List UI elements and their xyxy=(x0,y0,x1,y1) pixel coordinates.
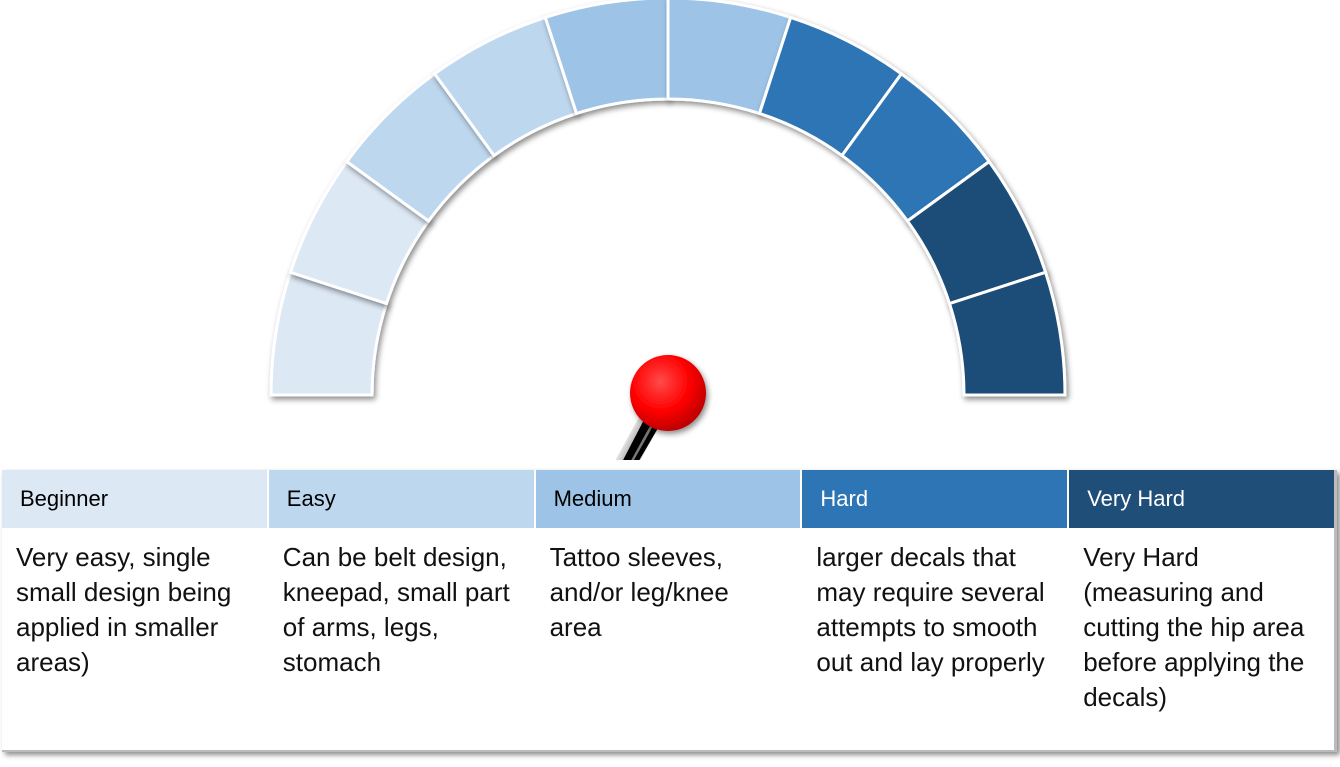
level-description: Tattoo sleeves, and/or leg/knee area xyxy=(549,542,729,642)
level-description: Very Hard (measuring and cutting the hip… xyxy=(1083,542,1305,712)
level-header: Easy xyxy=(268,470,534,528)
level-header: Hard xyxy=(802,470,1068,528)
level-hard: Hard larger decals that may require seve… xyxy=(802,470,1070,750)
level-description: Can be belt design, kneepad, small part … xyxy=(282,542,510,677)
level-very-hard: Very Hard Very Hard (measuring and cutti… xyxy=(1069,470,1334,750)
gauge-segment xyxy=(947,270,1067,397)
level-header: Beginner xyxy=(2,470,267,528)
gauge-knob xyxy=(630,355,706,431)
level-description: larger decals that may require several a… xyxy=(816,542,1045,677)
level-header: Very Hard xyxy=(1069,470,1334,528)
level-header: Medium xyxy=(535,470,801,528)
difficulty-table: Beginner Very easy, single small design … xyxy=(2,470,1337,752)
gauge-segments xyxy=(269,0,1067,397)
level-easy: Easy Can be belt design, kneepad, small … xyxy=(268,470,536,750)
level-description: Very easy, single small design being app… xyxy=(16,542,232,677)
level-beginner: Beginner Very easy, single small design … xyxy=(2,470,269,750)
difficulty-gauge xyxy=(269,0,1067,460)
level-medium: Medium Tattoo sleeves, and/or leg/knee a… xyxy=(535,470,803,750)
